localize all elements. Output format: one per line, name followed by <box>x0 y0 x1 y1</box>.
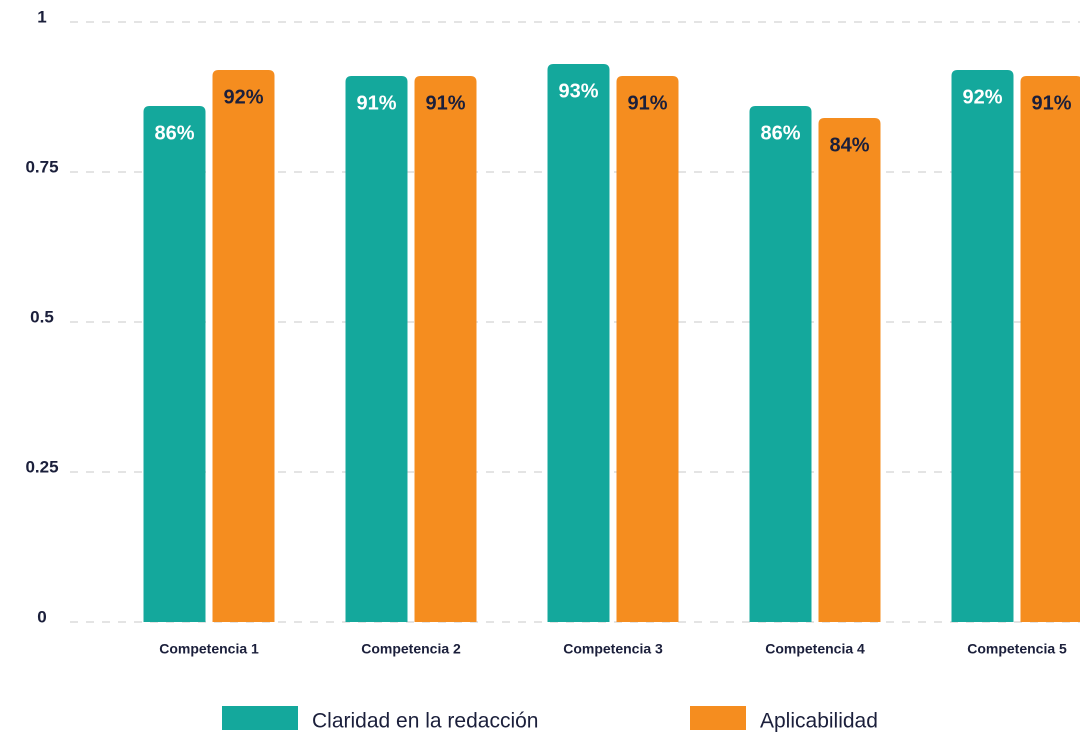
bar <box>414 76 477 622</box>
bar <box>345 76 408 622</box>
value-label: 91% <box>1031 92 1071 114</box>
x-tick-label: Competencia 3 <box>563 641 663 657</box>
value-label: 92% <box>223 86 263 108</box>
value-label: 93% <box>558 80 598 102</box>
x-tick-label: Competencia 1 <box>159 641 259 657</box>
value-label: 86% <box>760 122 800 144</box>
bar <box>818 118 881 622</box>
bar <box>1020 76 1080 622</box>
legend-swatch <box>690 706 746 730</box>
x-tick-label: Competencia 5 <box>967 641 1067 657</box>
y-tick-label: 0.75 <box>25 157 58 176</box>
value-label: 84% <box>829 134 869 156</box>
bar <box>212 70 275 622</box>
bar <box>749 106 812 622</box>
bar <box>143 106 206 622</box>
legend-label: Aplicabilidad <box>760 710 878 733</box>
bar <box>547 64 610 622</box>
x-tick-label: Competencia 4 <box>765 641 865 657</box>
x-tick-label: Competencia 2 <box>361 641 461 657</box>
y-tick-label: 0.25 <box>25 457 58 476</box>
y-tick-label: 0 <box>37 607 46 626</box>
bar <box>951 70 1014 622</box>
legend-label: Claridad en la redacción <box>312 710 538 733</box>
value-label: 91% <box>627 92 667 114</box>
value-label: 91% <box>425 92 465 114</box>
value-label: 92% <box>962 86 1002 108</box>
value-label: 91% <box>356 92 396 114</box>
y-tick-label: 0.5 <box>30 307 54 326</box>
value-label: 86% <box>154 122 194 144</box>
legend-swatch <box>222 706 298 730</box>
bar <box>616 76 679 622</box>
y-tick-label: 1 <box>37 7 46 26</box>
